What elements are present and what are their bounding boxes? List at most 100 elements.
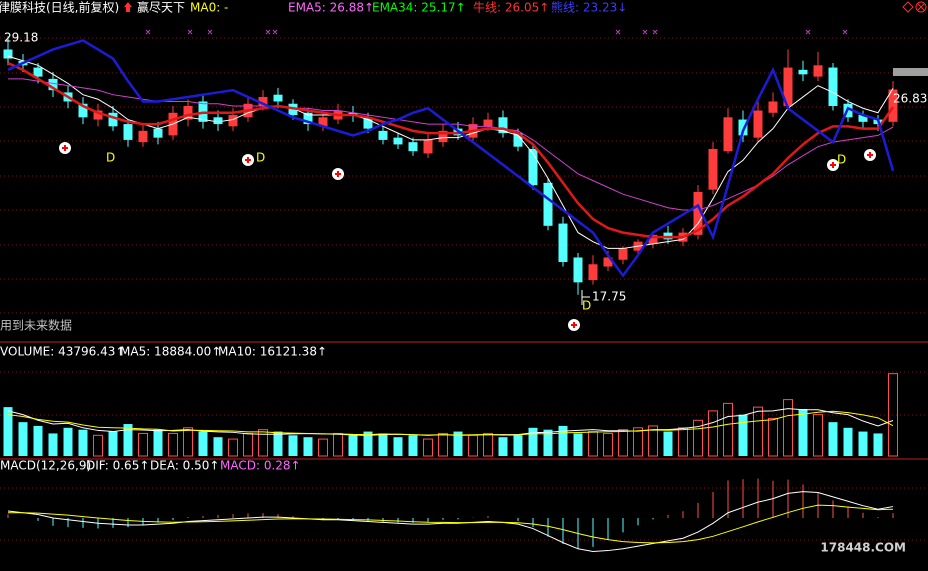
volume-bar [378,433,388,456]
candle-body [798,69,808,75]
volume-bar [198,431,208,456]
candle-body [408,142,418,152]
volume-bar [813,414,823,457]
indicator-header: 牛线: 26.05↑ [473,0,549,15]
price-marker [893,68,928,76]
candle-body [93,110,103,120]
indicator-line [8,504,894,544]
signal-label: D [582,299,591,313]
volume-bar [423,438,433,457]
volume-bar [108,431,118,456]
buy-icon-plus [571,322,577,328]
window-icons [902,1,927,13]
candle-body [768,101,778,113]
volume-bar [468,434,478,457]
volume-bar [78,429,88,456]
indicator-header: MA5: 18884.00↑ [120,345,221,359]
indicator-line [7,410,894,436]
volume-bar [213,437,223,456]
volume-bar [663,431,673,456]
candle-body [618,248,628,260]
volume-bar [228,438,238,457]
volume-bar [558,425,568,456]
candle-body [138,130,148,143]
indicator-header: MACD: 0.28↑ [220,459,301,473]
volume-bar [63,427,73,456]
arrow-icon [124,2,132,12]
buy-icon-plus [62,145,68,151]
candle-body [363,117,373,129]
candle-body [753,110,763,138]
indicator-header: 律膜科技(日线,前复权) [0,0,119,15]
volume-bar [753,406,763,457]
indicator-header: VOLUME: 43796.43↑ [0,345,125,359]
buy-icon-plus [245,157,251,163]
candle-body [858,115,868,122]
indicator-header: 赢尽天下 [137,0,185,15]
indicator-line [7,491,894,552]
volume-bar [873,433,883,456]
candle-body [783,67,793,106]
candle-body [558,223,568,262]
volume-bar [858,431,868,456]
volume-bar [483,432,493,457]
volume-bar [633,427,643,457]
price-annotation: 29.18 [4,31,38,45]
candle-body [723,117,733,152]
indicator-line [7,61,895,239]
volume-bar [603,432,613,457]
candle-body [108,112,118,127]
indicator-line [7,55,894,249]
indicator-header: DEA: 0.50↑ [150,459,219,473]
volume-bar [138,432,148,457]
candle-body [498,117,508,134]
volume-bar [183,427,193,457]
note: 用到未来数据 [0,318,72,333]
indicator-header: EMA34: 25.17↑ [372,1,466,15]
indicator-header: MACD(12,26,9) [0,459,91,473]
indicator-header: MA10: 16121.38↑ [218,345,327,359]
candle-body [828,67,838,106]
signal-label: D [837,153,846,167]
volume-bar [273,431,283,456]
indicator-header: EMA5: 26.88↑ [288,1,374,15]
diamond-icon [902,1,914,13]
volume-bar [693,419,703,457]
candle-body [438,130,448,143]
indicator-header: 熊线: 23.23↓ [551,0,627,15]
candle-body [528,148,538,186]
candle-body [3,49,13,59]
candle-body [423,139,433,154]
volume-bar [888,373,898,457]
volume-bar [843,427,853,456]
signal-label: D [106,151,115,165]
volume-bar [123,424,133,456]
candle-body [588,264,598,281]
volume-bar [168,432,178,457]
candle-body [33,67,43,77]
candle-body [378,130,388,140]
volume-bar [768,417,778,457]
candle-body [303,112,313,125]
volume-bar [48,433,58,456]
price-annotation: 17.75 [592,290,626,304]
volume-bar [288,435,298,456]
candle-body [273,94,283,102]
volume-bar [498,437,508,456]
buy-icon-plus [335,171,341,177]
indicator-line [7,39,895,278]
volume-bar [333,432,343,457]
volume-bar [393,437,403,456]
volume-bar [723,402,733,457]
volume-bar [18,422,28,456]
volume-bar [348,435,358,456]
volume-bar [318,438,328,457]
candle-body [543,182,553,226]
volume-bar [678,427,688,457]
volume-bar [588,431,598,457]
candle-body [258,96,268,106]
volume-bar [33,425,43,456]
volume-bar [738,414,748,456]
candle-body [213,117,223,125]
volume-bar [153,429,163,456]
